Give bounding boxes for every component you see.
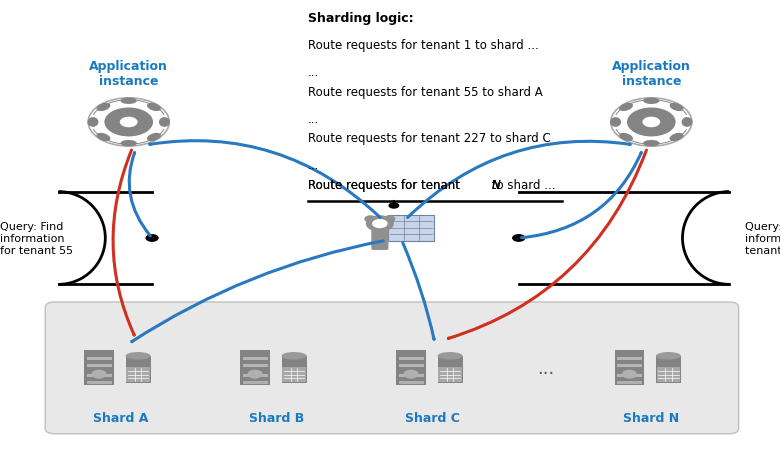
Ellipse shape: [682, 118, 693, 127]
Text: N: N: [492, 178, 501, 191]
Ellipse shape: [619, 133, 633, 142]
FancyBboxPatch shape: [87, 383, 112, 385]
Ellipse shape: [619, 104, 633, 112]
FancyBboxPatch shape: [617, 382, 642, 383]
Ellipse shape: [121, 141, 137, 147]
Text: ...: ...: [308, 66, 319, 79]
Ellipse shape: [643, 141, 660, 147]
Circle shape: [622, 370, 637, 379]
Circle shape: [105, 108, 153, 137]
Text: Route requests for tenant 227 to shard C: Route requests for tenant 227 to shard C: [308, 132, 551, 145]
Ellipse shape: [438, 352, 463, 360]
FancyBboxPatch shape: [87, 357, 112, 360]
FancyBboxPatch shape: [84, 351, 114, 385]
FancyBboxPatch shape: [126, 368, 150, 382]
FancyBboxPatch shape: [617, 383, 642, 385]
FancyBboxPatch shape: [617, 364, 642, 368]
Circle shape: [383, 216, 395, 223]
Circle shape: [643, 118, 660, 128]
Ellipse shape: [669, 133, 683, 142]
Circle shape: [91, 370, 107, 379]
Text: N: N: [492, 178, 501, 191]
FancyBboxPatch shape: [617, 375, 642, 377]
Ellipse shape: [147, 133, 161, 142]
Text: Query: Find
information
for tenant 55: Query: Find information for tenant 55: [0, 222, 73, 255]
Circle shape: [247, 370, 263, 379]
Circle shape: [120, 118, 137, 128]
Text: Shard N: Shard N: [623, 411, 679, 424]
Ellipse shape: [121, 98, 137, 105]
FancyBboxPatch shape: [617, 357, 642, 360]
FancyBboxPatch shape: [243, 357, 268, 360]
Text: Shard C: Shard C: [406, 411, 460, 424]
Text: Application
instance: Application instance: [612, 60, 691, 88]
FancyBboxPatch shape: [399, 357, 424, 360]
Text: to shard ...: to shard ...: [488, 178, 555, 191]
Circle shape: [388, 203, 399, 209]
Ellipse shape: [656, 352, 681, 360]
FancyBboxPatch shape: [615, 351, 644, 385]
FancyBboxPatch shape: [282, 368, 306, 382]
Circle shape: [366, 216, 394, 232]
FancyBboxPatch shape: [87, 364, 112, 368]
Ellipse shape: [159, 118, 170, 127]
Circle shape: [372, 219, 388, 229]
Text: Route requests for tenant 55 to shard A: Route requests for tenant 55 to shard A: [308, 86, 543, 99]
Ellipse shape: [97, 104, 111, 112]
FancyBboxPatch shape: [87, 375, 112, 377]
FancyBboxPatch shape: [656, 356, 681, 383]
Text: Route requests for tenant 1 to shard ...: Route requests for tenant 1 to shard ...: [308, 39, 539, 52]
Circle shape: [364, 216, 377, 223]
Text: Application
instance: Application instance: [89, 60, 168, 88]
Ellipse shape: [643, 98, 660, 105]
Text: Shard B: Shard B: [250, 411, 304, 424]
Ellipse shape: [669, 104, 683, 112]
Circle shape: [88, 99, 169, 147]
Text: Sharding logic:: Sharding logic:: [308, 12, 413, 25]
FancyBboxPatch shape: [399, 383, 424, 385]
FancyBboxPatch shape: [243, 375, 268, 377]
FancyBboxPatch shape: [243, 364, 268, 368]
Text: ...: ...: [537, 359, 555, 377]
Circle shape: [145, 234, 159, 243]
FancyBboxPatch shape: [87, 382, 112, 383]
FancyBboxPatch shape: [388, 216, 434, 241]
Ellipse shape: [97, 133, 111, 142]
FancyBboxPatch shape: [45, 302, 739, 434]
Text: ...: ...: [308, 159, 319, 172]
FancyBboxPatch shape: [282, 356, 307, 383]
Ellipse shape: [610, 118, 621, 127]
FancyBboxPatch shape: [396, 351, 426, 385]
Ellipse shape: [126, 352, 151, 360]
Text: Shard A: Shard A: [94, 411, 148, 424]
FancyBboxPatch shape: [399, 382, 424, 383]
FancyBboxPatch shape: [243, 382, 268, 383]
Ellipse shape: [147, 104, 161, 112]
Circle shape: [611, 99, 692, 147]
FancyBboxPatch shape: [240, 351, 270, 385]
Text: Query: Find
information for
tenant 227: Query: Find information for tenant 227: [745, 222, 780, 255]
FancyBboxPatch shape: [399, 364, 424, 368]
FancyBboxPatch shape: [243, 383, 268, 385]
FancyBboxPatch shape: [657, 368, 680, 382]
FancyBboxPatch shape: [438, 368, 462, 382]
FancyBboxPatch shape: [399, 375, 424, 377]
Circle shape: [627, 108, 675, 137]
FancyBboxPatch shape: [371, 228, 388, 250]
Ellipse shape: [282, 352, 307, 360]
Ellipse shape: [87, 118, 98, 127]
Text: ...: ...: [308, 113, 319, 125]
Circle shape: [403, 370, 419, 379]
FancyBboxPatch shape: [438, 356, 463, 383]
Text: Route requests for tenant: Route requests for tenant: [308, 178, 464, 191]
FancyBboxPatch shape: [126, 356, 151, 383]
Text: Route requests for tenant: Route requests for tenant: [308, 178, 464, 191]
Circle shape: [512, 234, 526, 243]
